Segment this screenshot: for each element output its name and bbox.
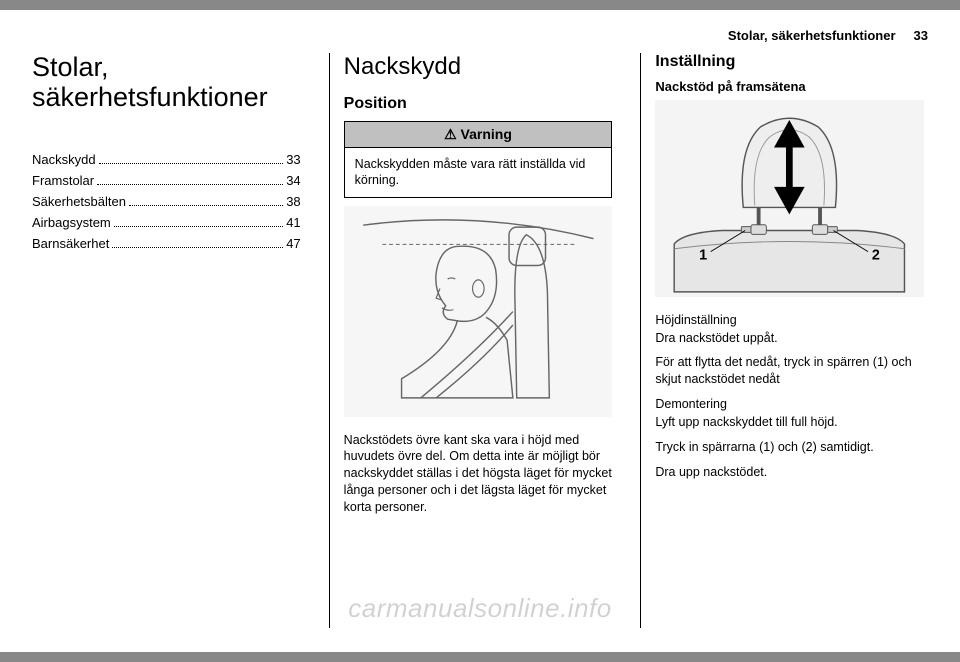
toc-row: Airbagsystem 41 bbox=[32, 215, 301, 230]
label-2: 2 bbox=[872, 247, 880, 263]
toc-label: Barnsäkerhet bbox=[32, 236, 109, 251]
headrest-title: Nackskydd bbox=[344, 53, 613, 81]
warning-title-bar: ⚠ Varning bbox=[345, 122, 612, 148]
column-3: Inställning Nackstöd på framsätena bbox=[640, 53, 928, 628]
headrest-adjust-figure: 1 2 bbox=[655, 100, 924, 297]
height-subhead: Höjdinställning bbox=[655, 312, 924, 329]
toc-page: 38 bbox=[286, 194, 300, 209]
warning-icon: ⚠ bbox=[444, 126, 457, 142]
adjustment-heading: Inställning bbox=[655, 53, 924, 71]
removal-subhead: Demontering bbox=[655, 396, 924, 413]
manual-page: Stolar, säkerhetsfunktioner 33 Stolar, s… bbox=[0, 10, 960, 652]
toc-page: 34 bbox=[286, 173, 300, 188]
position-caption: Nackstödets övre kant ska vara i höjd me… bbox=[344, 432, 613, 516]
toc-dots bbox=[114, 220, 283, 228]
chapter-title: Stolar, säkerhetsfunktioner bbox=[728, 28, 896, 43]
position-heading: Position bbox=[344, 95, 613, 113]
column-container: Stolar, säkerhetsfunktioner Nackskydd 33… bbox=[32, 53, 928, 628]
para-pull-up: Dra nackstödet uppåt. bbox=[655, 330, 924, 347]
para-pull-out: Dra upp nackstödet. bbox=[655, 464, 924, 481]
para-press-both: Tryck in spärrarna (1) och (2) samtidigt… bbox=[655, 439, 924, 456]
toc-dots bbox=[112, 241, 283, 249]
warning-title-text: Varning bbox=[461, 126, 512, 142]
toc-row: Framstolar 34 bbox=[32, 173, 301, 188]
section-title: Stolar, säkerhetsfunktioner bbox=[32, 53, 301, 112]
toc-row: Barnsäkerhet 47 bbox=[32, 236, 301, 251]
column-1: Stolar, säkerhetsfunktioner Nackskydd 33… bbox=[32, 53, 305, 628]
warning-body: Nackskydden måste vara rätt inställda vi… bbox=[345, 148, 612, 197]
page-header: Stolar, säkerhetsfunktioner 33 bbox=[32, 28, 928, 43]
toc-page: 47 bbox=[286, 236, 300, 251]
toc-dots bbox=[129, 199, 283, 207]
toc-page: 33 bbox=[286, 152, 300, 167]
para-lift: Lyft upp nackskyddet till full höjd. bbox=[655, 414, 924, 431]
toc-row: Säkerhetsbälten 38 bbox=[32, 194, 301, 209]
warning-box: ⚠ Varning Nackskydden måste vara rätt in… bbox=[344, 121, 613, 198]
toc-dots bbox=[99, 157, 284, 165]
toc-page: 41 bbox=[286, 215, 300, 230]
toc-label: Framstolar bbox=[32, 173, 94, 188]
page-number: 33 bbox=[914, 28, 928, 43]
label-1: 1 bbox=[699, 247, 707, 263]
front-seats-subheading: Nackstöd på framsätena bbox=[655, 79, 924, 94]
headrest-position-figure bbox=[344, 206, 613, 417]
column-2: Nackskydd Position ⚠ Varning Nackskydden… bbox=[329, 53, 617, 628]
toc-dots bbox=[97, 178, 283, 186]
para-push-down: För att flytta det nedåt, tryck in spärr… bbox=[655, 354, 924, 388]
toc-label: Nackskydd bbox=[32, 152, 96, 167]
toc-row: Nackskydd 33 bbox=[32, 152, 301, 167]
toc-label: Säkerhetsbälten bbox=[32, 194, 126, 209]
toc-label: Airbagsystem bbox=[32, 215, 111, 230]
